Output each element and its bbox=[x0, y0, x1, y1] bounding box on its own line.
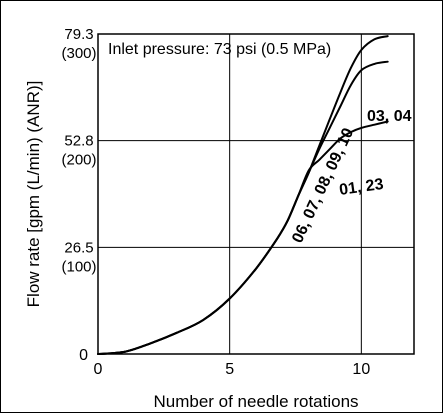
x-ticks: 0 5 10 bbox=[94, 361, 371, 378]
y-tick-sublabel: (100) bbox=[61, 258, 96, 275]
y-tick-label: 0 bbox=[79, 347, 88, 364]
series-line-1 bbox=[97, 60, 389, 355]
y-axis-label: Flow rate [gpm (L/min) (ANR)] bbox=[24, 81, 43, 308]
series-label-03-04: 03, 04 bbox=[367, 108, 412, 125]
y-ticks: 0 26.5 (100) 52.8 (200) 79.3 (300) bbox=[61, 26, 96, 364]
y-tick-label: 52.8 bbox=[64, 133, 93, 150]
series-label-01-23: 01, 23 bbox=[338, 176, 385, 199]
plot-area bbox=[97, 33, 415, 355]
inlet-pressure-annotation: Inlet pressure: 73 psi (0.5 MPa) bbox=[108, 41, 331, 58]
x-tick-label: 10 bbox=[352, 361, 370, 378]
x-tick-label: 0 bbox=[94, 361, 103, 378]
series-layer bbox=[97, 35, 389, 355]
y-tick-label: 26.5 bbox=[64, 239, 93, 256]
x-tick-label: 5 bbox=[225, 361, 234, 378]
grid-lines bbox=[98, 34, 414, 354]
x-axis-label: Number of needle rotations bbox=[153, 392, 358, 411]
y-tick-label: 79.3 bbox=[64, 26, 93, 43]
y-tick-sublabel: (300) bbox=[61, 45, 96, 62]
series-line-2 bbox=[97, 35, 389, 355]
y-tick-sublabel: (200) bbox=[61, 152, 96, 169]
